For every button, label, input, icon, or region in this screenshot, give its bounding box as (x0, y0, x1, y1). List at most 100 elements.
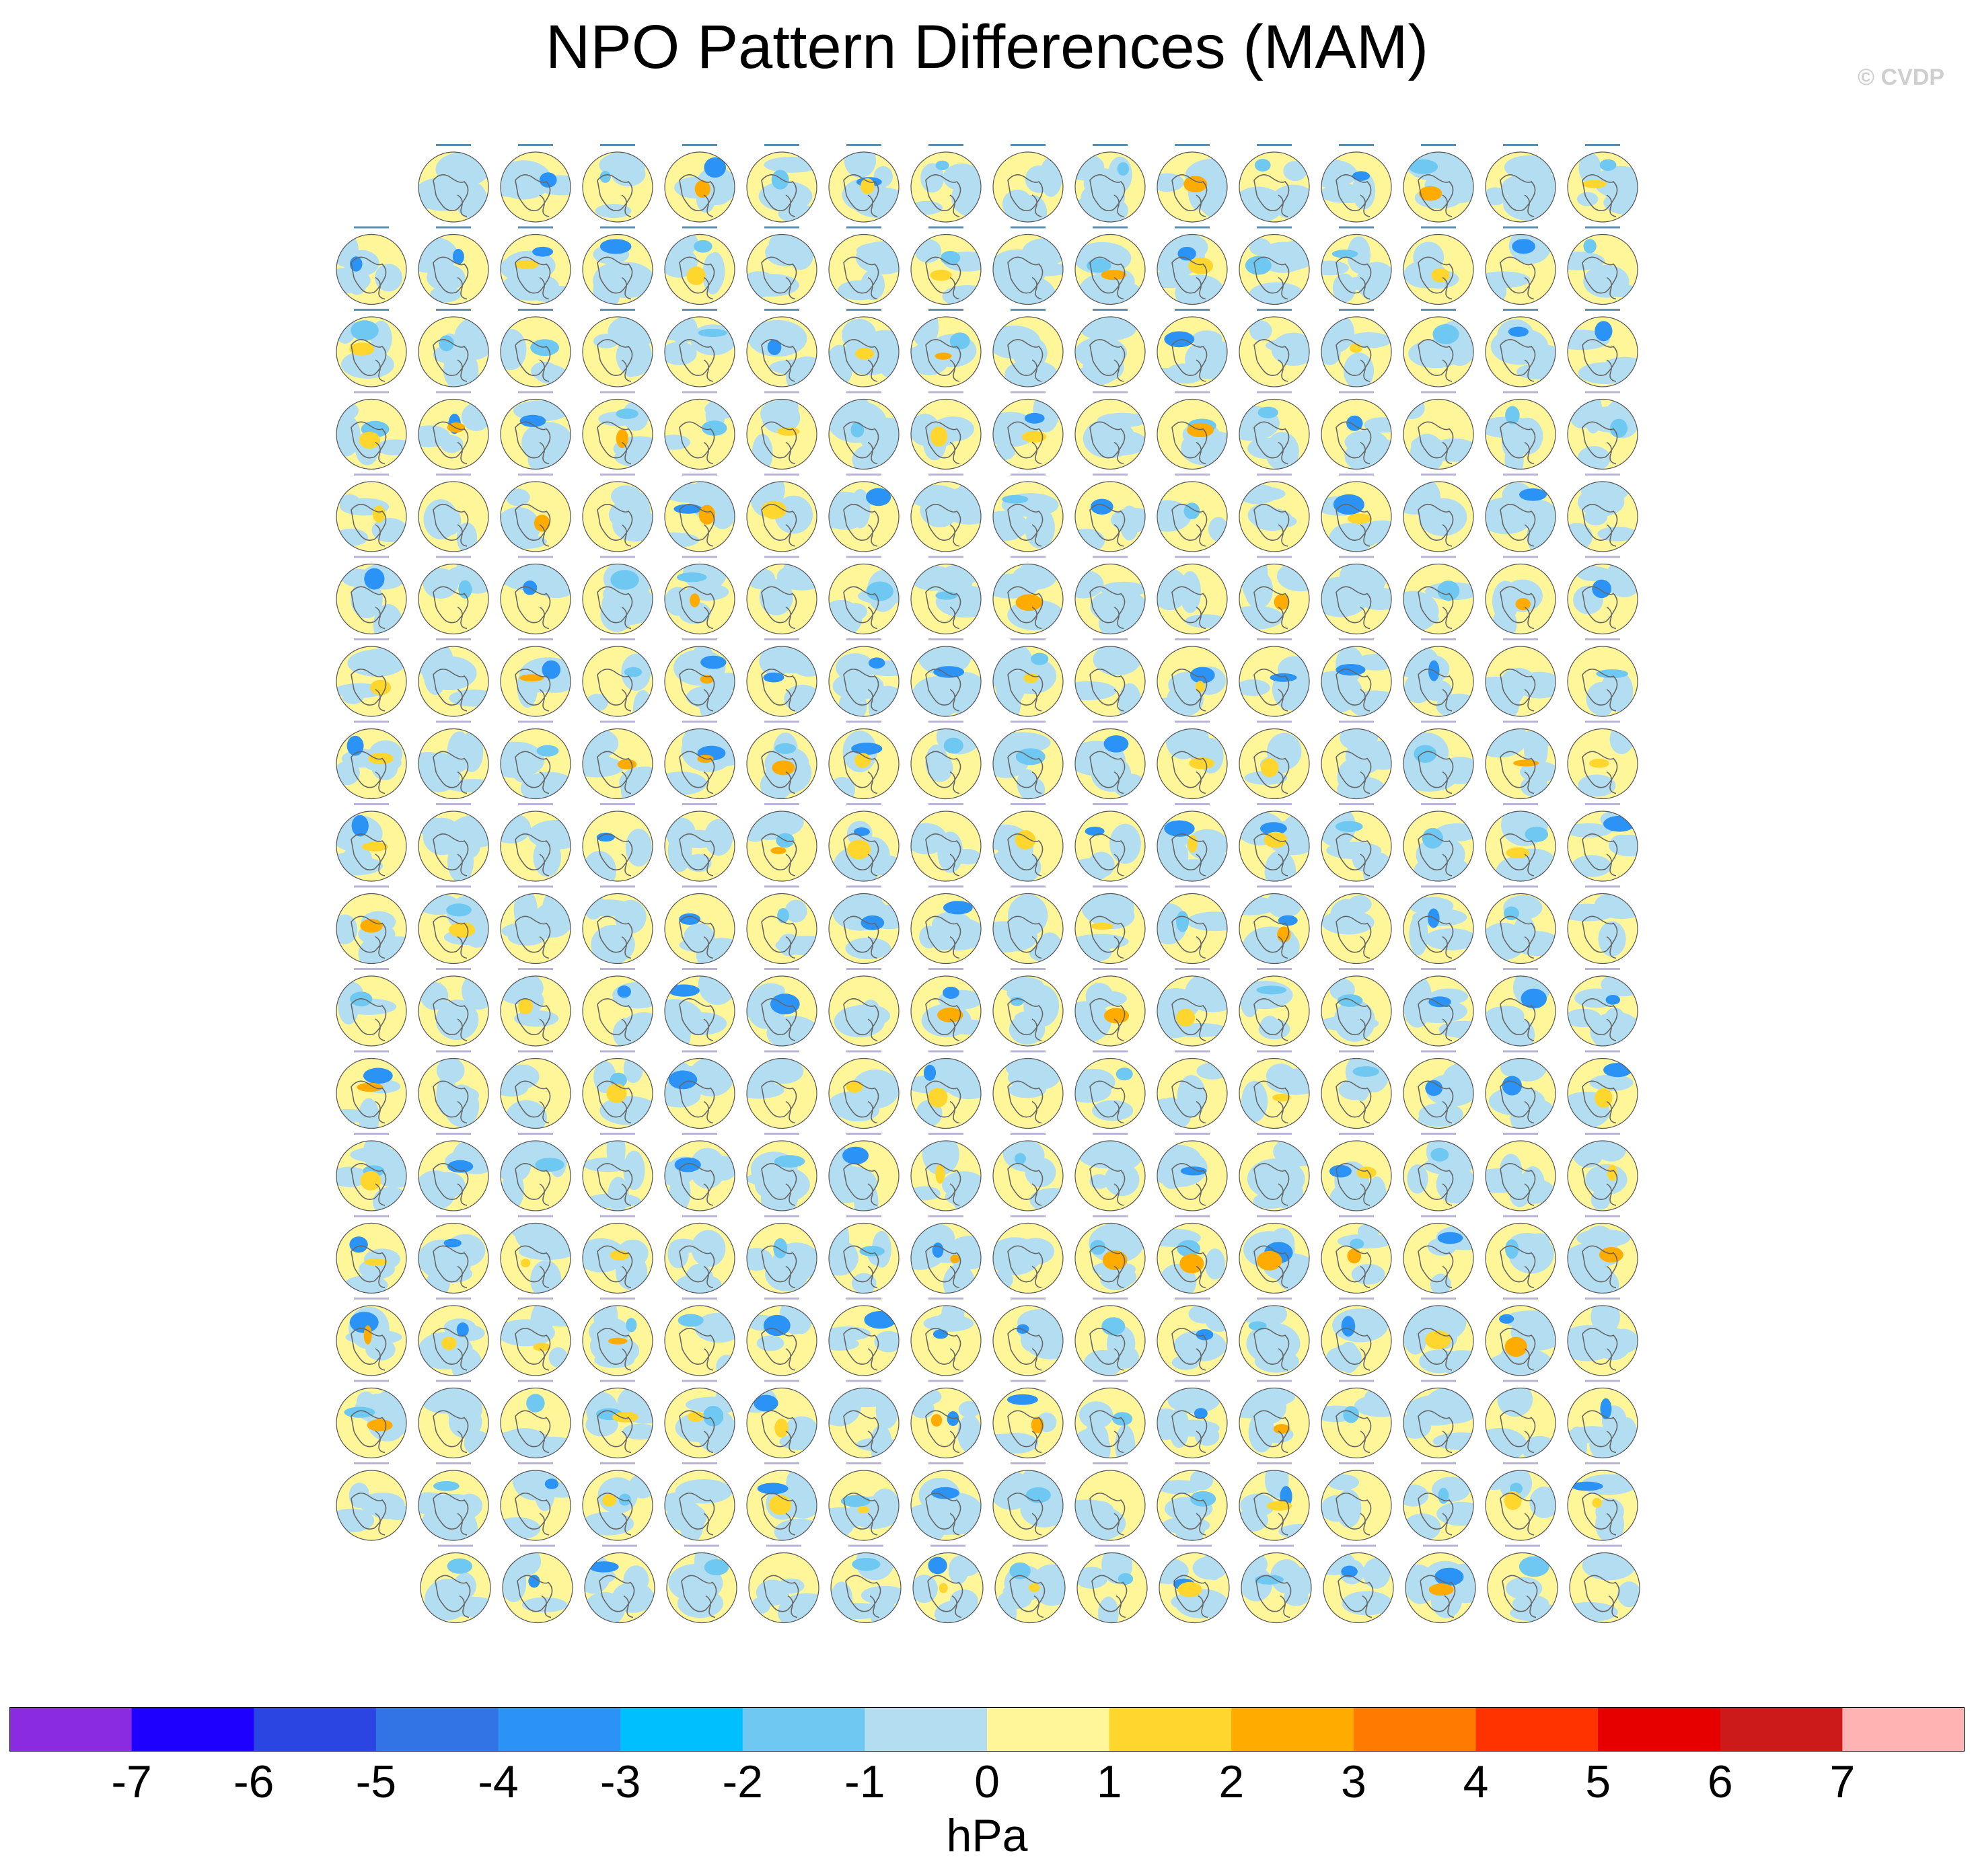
anomaly-negative-strong (674, 1157, 701, 1172)
coastline (515, 1245, 551, 1289)
map-panel (994, 1544, 1066, 1624)
anomaly-positive (690, 593, 700, 607)
map-border (418, 646, 489, 717)
panel-label (1339, 1380, 1374, 1382)
panel-label (600, 391, 635, 393)
map-border (500, 975, 571, 1047)
coastline (843, 751, 879, 794)
anomaly-negative-weak (1568, 1008, 1602, 1028)
panel-label (1585, 391, 1620, 393)
map-panel (910, 638, 982, 717)
anomaly-negative-weak (612, 508, 653, 542)
map-panel (1567, 1050, 1638, 1129)
panel-label (436, 1215, 471, 1217)
coastline (597, 998, 633, 1041)
anomaly-negative-strong (458, 580, 472, 599)
map-panel (910, 885, 982, 965)
anomaly-negative-weak (829, 400, 887, 443)
panel-label (1093, 1298, 1128, 1300)
panel-label (600, 1050, 635, 1053)
anomaly-negative-weak (1239, 896, 1277, 915)
panel-label (436, 1133, 471, 1135)
map-border (1157, 975, 1228, 1047)
map-border (1157, 728, 1228, 800)
panel-label (682, 144, 717, 146)
anomaly-negative-weak (937, 831, 963, 873)
anomaly-negative-weak (1239, 605, 1284, 630)
map-border (1567, 728, 1638, 800)
anomaly-negative-weak (994, 1433, 1039, 1454)
map-panel (746, 309, 817, 387)
colorbar-segment (865, 1707, 988, 1752)
anomaly-negative-weak (829, 1240, 858, 1276)
map-border (910, 811, 982, 882)
panel-label (600, 1133, 635, 1135)
anomaly-positive (1177, 1581, 1202, 1598)
panel-label (1585, 556, 1620, 558)
anomaly-negative-weak (1568, 823, 1613, 837)
panel-label (1011, 1462, 1046, 1464)
map-panel (1485, 144, 1556, 223)
anomaly-negative-weak (585, 1591, 625, 1623)
anomaly-negative-weak (747, 274, 799, 297)
anomaly-negative-weak (953, 1189, 974, 1211)
panel-label (518, 309, 553, 311)
coastline (761, 669, 797, 712)
anomaly-negative-weak (1083, 1349, 1122, 1376)
anomaly-negative-weak (418, 1388, 468, 1414)
anomaly-negative-weak (1247, 504, 1279, 527)
anomaly-negative-strong (1605, 995, 1621, 1005)
anomaly-negative-strong (349, 1312, 379, 1333)
panel-label (1093, 556, 1128, 558)
map-border (992, 233, 1064, 305)
anomaly-negative-weak (1516, 671, 1556, 699)
coastline (679, 1328, 715, 1371)
colorbar-segment (9, 1707, 133, 1752)
panel-label (764, 556, 799, 558)
map-border (418, 975, 489, 1047)
map-panel (1567, 1462, 1638, 1541)
map-panel (746, 1380, 817, 1459)
anomaly-positive (1599, 1247, 1623, 1263)
map-panel (336, 226, 407, 305)
anomaly-negative-weak (941, 1306, 965, 1331)
anomaly-negative-strong (1428, 996, 1451, 1008)
anomaly-negative-strong (763, 1314, 791, 1337)
panel-label (764, 720, 799, 723)
anomaly-negative-weak (1597, 526, 1638, 541)
map-border (1321, 646, 1392, 717)
anomaly-negative-weak (1079, 1404, 1111, 1425)
map-border (1321, 151, 1392, 223)
map-border (582, 151, 653, 223)
panel-label (1503, 1380, 1538, 1382)
panel-label (436, 144, 471, 146)
colorbar-segment (620, 1707, 743, 1752)
coastline (1582, 339, 1618, 382)
anomaly-negative-weak (1089, 990, 1128, 1007)
map-panel (1567, 226, 1638, 305)
map-border (418, 1057, 489, 1129)
panel-label (1257, 1133, 1292, 1135)
anomaly-negative-weak (1327, 1474, 1360, 1491)
coastline (1418, 833, 1454, 876)
panel-label (1011, 1380, 1046, 1382)
anomaly-negative-strong (1595, 321, 1613, 342)
map-panel (336, 1380, 407, 1459)
panel-label (354, 556, 389, 558)
anomaly-negative-weak (1239, 1400, 1270, 1419)
anomaly-negative-weak (665, 247, 698, 278)
map-panel (500, 1380, 571, 1459)
map-border (1567, 481, 1638, 552)
anomaly-positive (854, 753, 871, 768)
map-border (1074, 646, 1146, 717)
anomaly-negative-strong (1505, 406, 1520, 424)
anomaly-negative-weak (350, 1147, 401, 1163)
coastline (351, 586, 387, 630)
panel-label (518, 720, 553, 723)
coastline (351, 1245, 387, 1289)
coastline (597, 1080, 633, 1124)
anomaly-positive (776, 427, 800, 436)
anomaly-negative-weak (1239, 1508, 1268, 1532)
coastline (597, 751, 633, 794)
anomaly-negative-weak (665, 1083, 701, 1108)
